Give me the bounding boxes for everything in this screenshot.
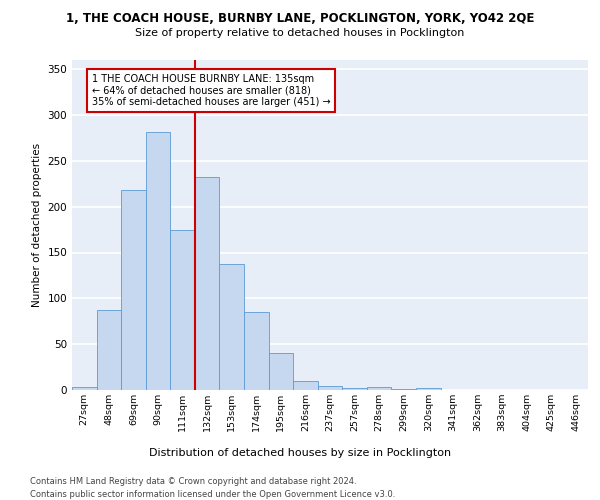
Bar (72, 387, 97, 390)
Bar (342, 388, 367, 390)
Bar (220, 264, 244, 390)
Bar (97, 310, 121, 390)
Bar (416, 388, 440, 390)
Text: Size of property relative to detached houses in Pocklington: Size of property relative to detached ho… (136, 28, 464, 38)
Bar (146, 132, 170, 390)
Bar (269, 354, 293, 390)
Bar (293, 381, 318, 390)
Bar (391, 389, 416, 390)
Bar (170, 230, 195, 390)
Bar (195, 178, 220, 390)
Text: Distribution of detached houses by size in Pocklington: Distribution of detached houses by size … (149, 448, 451, 458)
Text: 1 THE COACH HOUSE BURNBY LANE: 135sqm
← 64% of detached houses are smaller (818): 1 THE COACH HOUSE BURNBY LANE: 135sqm ← … (92, 74, 330, 107)
Y-axis label: Number of detached properties: Number of detached properties (32, 143, 42, 307)
Bar (244, 312, 269, 390)
Text: 1, THE COACH HOUSE, BURNBY LANE, POCKLINGTON, YORK, YO42 2QE: 1, THE COACH HOUSE, BURNBY LANE, POCKLIN… (66, 12, 534, 26)
Bar (121, 190, 146, 390)
Text: Contains HM Land Registry data © Crown copyright and database right 2024.: Contains HM Land Registry data © Crown c… (30, 478, 356, 486)
Bar (318, 386, 342, 390)
Bar (367, 387, 391, 390)
Text: Contains public sector information licensed under the Open Government Licence v3: Contains public sector information licen… (30, 490, 395, 499)
